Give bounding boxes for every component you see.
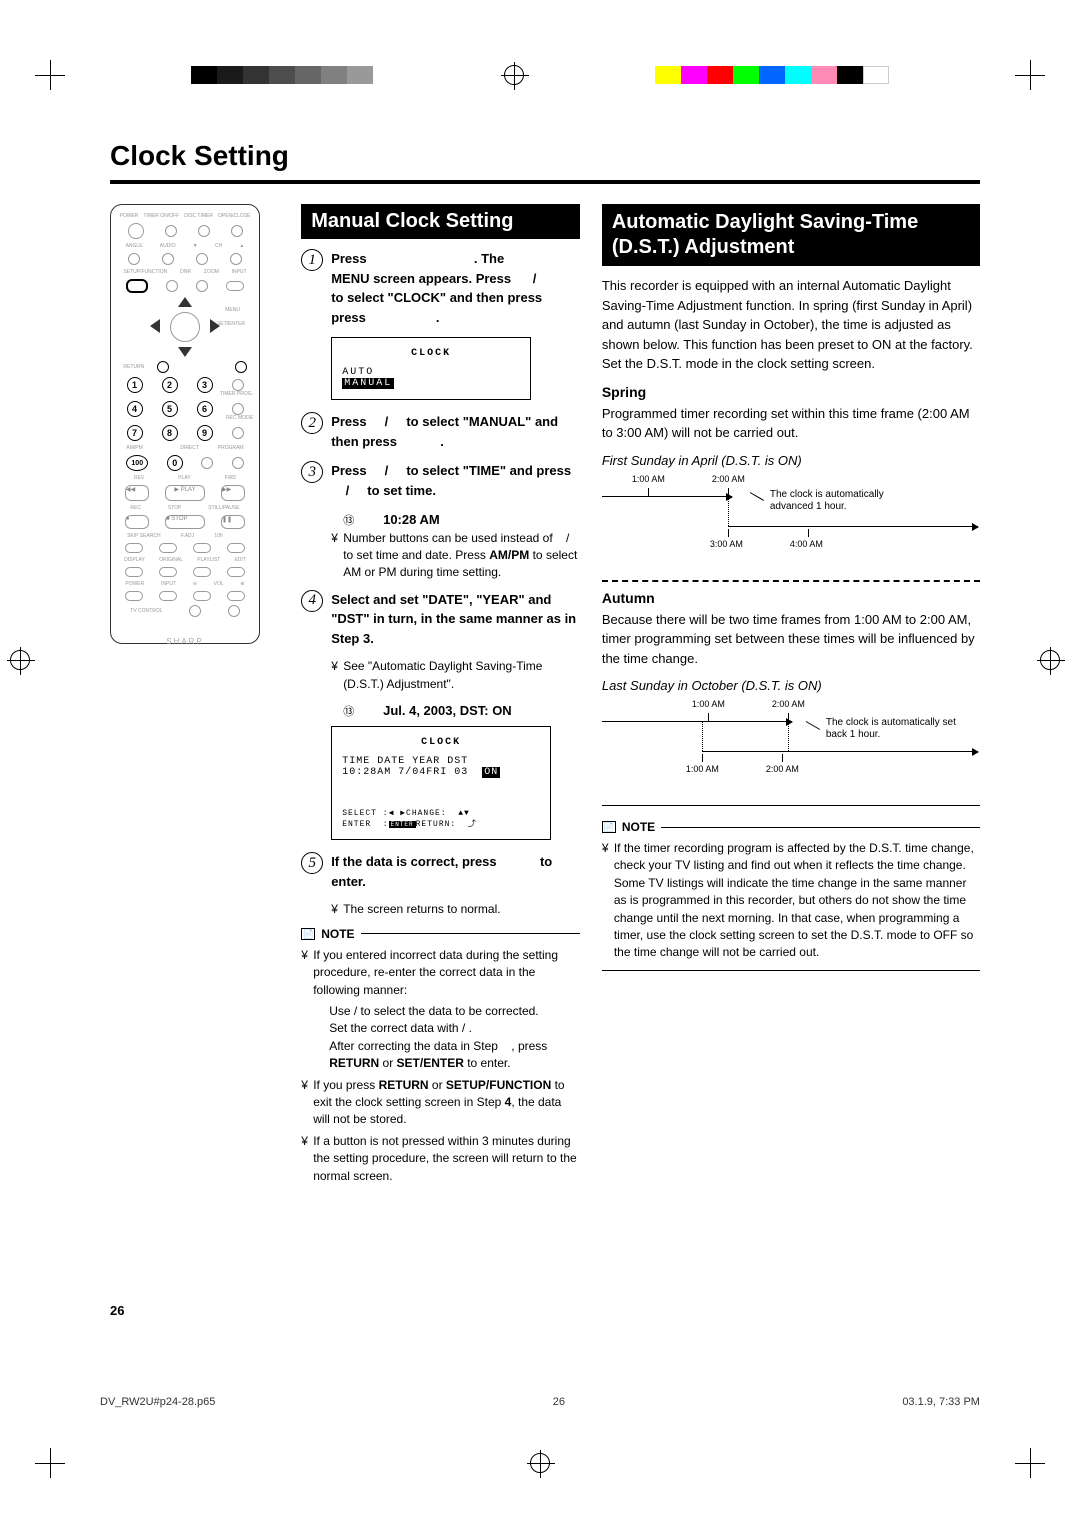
lcd-screen-clock-menu: CLOCK AUTO MANUAL: [331, 337, 531, 400]
dash-divider: [602, 580, 980, 582]
autumn-timeline: 1:00 AM 2:00 AM 1:00 AM 2:00 AM The cloc…: [602, 699, 980, 789]
example-marker-icon: ⑬: [343, 513, 354, 530]
lcd-title: CLOCK: [342, 737, 540, 748]
time-label: 4:00 AM: [790, 539, 823, 549]
remote-brand-label: SHARP: [117, 637, 253, 646]
lcd-title: CLOCK: [342, 348, 520, 359]
step-4: 4 Select and set "DATE", "YEAR" and "DST…: [301, 590, 580, 649]
step-number-icon: 5: [301, 852, 323, 874]
lcd-hints: SELECT :◀ ▶CHANGE: ▲▼ ENTER :ENTERRETURN…: [342, 808, 540, 829]
step-3-note: Number buttons can be used instead of / …: [331, 530, 580, 582]
time-label: 2:00 AM: [772, 699, 805, 709]
step-1: 1 Press . The MENU screen appears. Press…: [301, 249, 580, 327]
spring-caption: The clock is automatically advanced 1 ho…: [770, 489, 920, 513]
grayscale-bar: [191, 66, 373, 84]
lcd-option-manual: MANUAL: [342, 378, 520, 389]
step-2-body: Press / to select "MANUAL" and then pres…: [331, 412, 580, 451]
autumn-italic: Last Sunday in October (D.S.T. is ON): [602, 678, 980, 693]
lcd-columns: TIME DATE YEAR DST: [342, 756, 540, 767]
note-icon: 📄: [301, 928, 315, 940]
footer-page: 26: [553, 1396, 565, 1408]
manual-section-header: Manual Clock Setting: [301, 204, 580, 239]
remote-control-illustration: POWERTIMER ON/OFFDISC TIMEROPEN/CLOSE AN…: [110, 204, 260, 644]
columns: POWERTIMER ON/OFFDISC TIMEROPEN/CLOSE AN…: [110, 204, 980, 1193]
side-crosshair-left: [10, 650, 30, 670]
step-2: 2 Press / to select "MANUAL" and then pr…: [301, 412, 580, 451]
manual-notes-list: If you entered incorrect data during the…: [301, 947, 580, 1185]
time-label: 1:00 AM: [632, 474, 665, 484]
footer-file: DV_RW2U#p24-28.p65: [100, 1396, 215, 1408]
footer: DV_RW2U#p24-28.p65 26 03.1.9, 7:33 PM: [100, 1396, 980, 1408]
footer-date: 03.1.9, 7:33 PM: [902, 1396, 980, 1408]
crop-mark-icon: [40, 65, 60, 85]
step-4-example: ⑬ Jul. 4, 2003, DST: ON: [343, 701, 580, 721]
time-label: 2:00 AM: [766, 764, 799, 774]
step-5: 5 If the data is correct, press to enter…: [301, 852, 580, 891]
column-remote: POWERTIMER ON/OFFDISC TIMEROPEN/CLOSE AN…: [110, 204, 279, 1193]
page-title: Clock Setting: [110, 140, 980, 172]
page-number: 26: [110, 1303, 124, 1318]
autumn-body: Because there will be two time frames fr…: [602, 610, 980, 669]
time-label: 1:00 AM: [686, 764, 719, 774]
page-content: Clock Setting POWERTIMER ON/OFFDISC TIME…: [110, 140, 980, 1193]
crop-mark-icon: [1020, 65, 1040, 85]
crop-mark-icon: [40, 1453, 60, 1473]
bottom-registration-marks: [40, 1448, 1040, 1478]
autumn-heading: Autumn: [602, 590, 980, 606]
hr: [602, 970, 980, 971]
column-auto-dst: Automatic Daylight Saving-Time (D.S.T.) …: [602, 204, 980, 1193]
step-number-icon: 4: [301, 590, 323, 612]
title-rule: [110, 180, 980, 184]
step-number-icon: 3: [301, 461, 323, 483]
spring-heading: Spring: [602, 384, 980, 400]
arrow-icon: [728, 526, 978, 527]
color-bar: [655, 66, 889, 84]
step-3-example: ⑬ 10:28 AM: [343, 510, 580, 530]
note-text: NOTE: [622, 820, 655, 834]
step-3-body: Press / to select "TIME" and press / to …: [331, 461, 580, 500]
spring-italic: First Sunday in April (D.S.T. is ON): [602, 453, 980, 468]
auto-section-header: Automatic Daylight Saving-Time (D.S.T.) …: [602, 204, 980, 266]
step-3: 3 Press / to select "TIME" and press / t…: [301, 461, 580, 500]
top-registration-marks: [40, 60, 1040, 90]
auto-note-body: If the timer recording program is affect…: [602, 840, 980, 962]
step-number-icon: 1: [301, 249, 323, 271]
note-text: NOTE: [321, 927, 354, 941]
example-marker-icon: ⑬: [343, 704, 354, 721]
step-5-note: The screen returns to normal.: [331, 901, 580, 918]
column-manual: Manual Clock Setting 1 Press . The MENU …: [301, 204, 580, 1193]
arrow-icon: [702, 751, 978, 752]
time-label: 3:00 AM: [710, 539, 743, 549]
autumn-caption: The clock is automatically set back 1 ho…: [826, 717, 976, 741]
side-crosshair-right: [1040, 650, 1060, 670]
manual-note-label: 📄 NOTE: [301, 927, 580, 941]
spring-body: Programmed timer recording set within th…: [602, 404, 980, 443]
page: Clock Setting POWERTIMER ON/OFFDISC TIME…: [0, 0, 1080, 1528]
auto-intro: This recorder is equipped with an intern…: [602, 276, 980, 374]
step-5-body: If the data is correct, press to enter.: [331, 852, 580, 891]
spring-timeline: 1:00 AM 2:00 AM 3:00 AM 4:00 AM The cloc…: [602, 474, 980, 564]
lcd-option-auto: AUTO: [342, 367, 520, 378]
lcd-values: 10:28AM 7/04FRI 03 ON: [342, 767, 540, 778]
hr: [602, 805, 980, 806]
step-1-body: Press . The MENU screen appears. Press /…: [331, 249, 580, 327]
lcd-screen-clock-settings: CLOCK TIME DATE YEAR DST 10:28AM 7/04FRI…: [331, 726, 551, 840]
crop-mark-icon: [1020, 1453, 1040, 1473]
crosshair-icon: [504, 65, 524, 85]
arrow-icon: [602, 496, 732, 497]
note-icon: 📄: [602, 821, 616, 833]
crosshair-icon: [530, 1453, 550, 1473]
step-4-body: Select and set "DATE", "YEAR" and "DST" …: [331, 590, 580, 649]
step-4-note: See "Automatic Daylight Saving-Time (D.S…: [331, 658, 580, 693]
auto-note-label: 📄 NOTE: [602, 820, 980, 834]
time-label: 1:00 AM: [692, 699, 725, 709]
time-label: 2:00 AM: [712, 474, 745, 484]
step-number-icon: 2: [301, 412, 323, 434]
arrow-icon: [602, 721, 792, 722]
